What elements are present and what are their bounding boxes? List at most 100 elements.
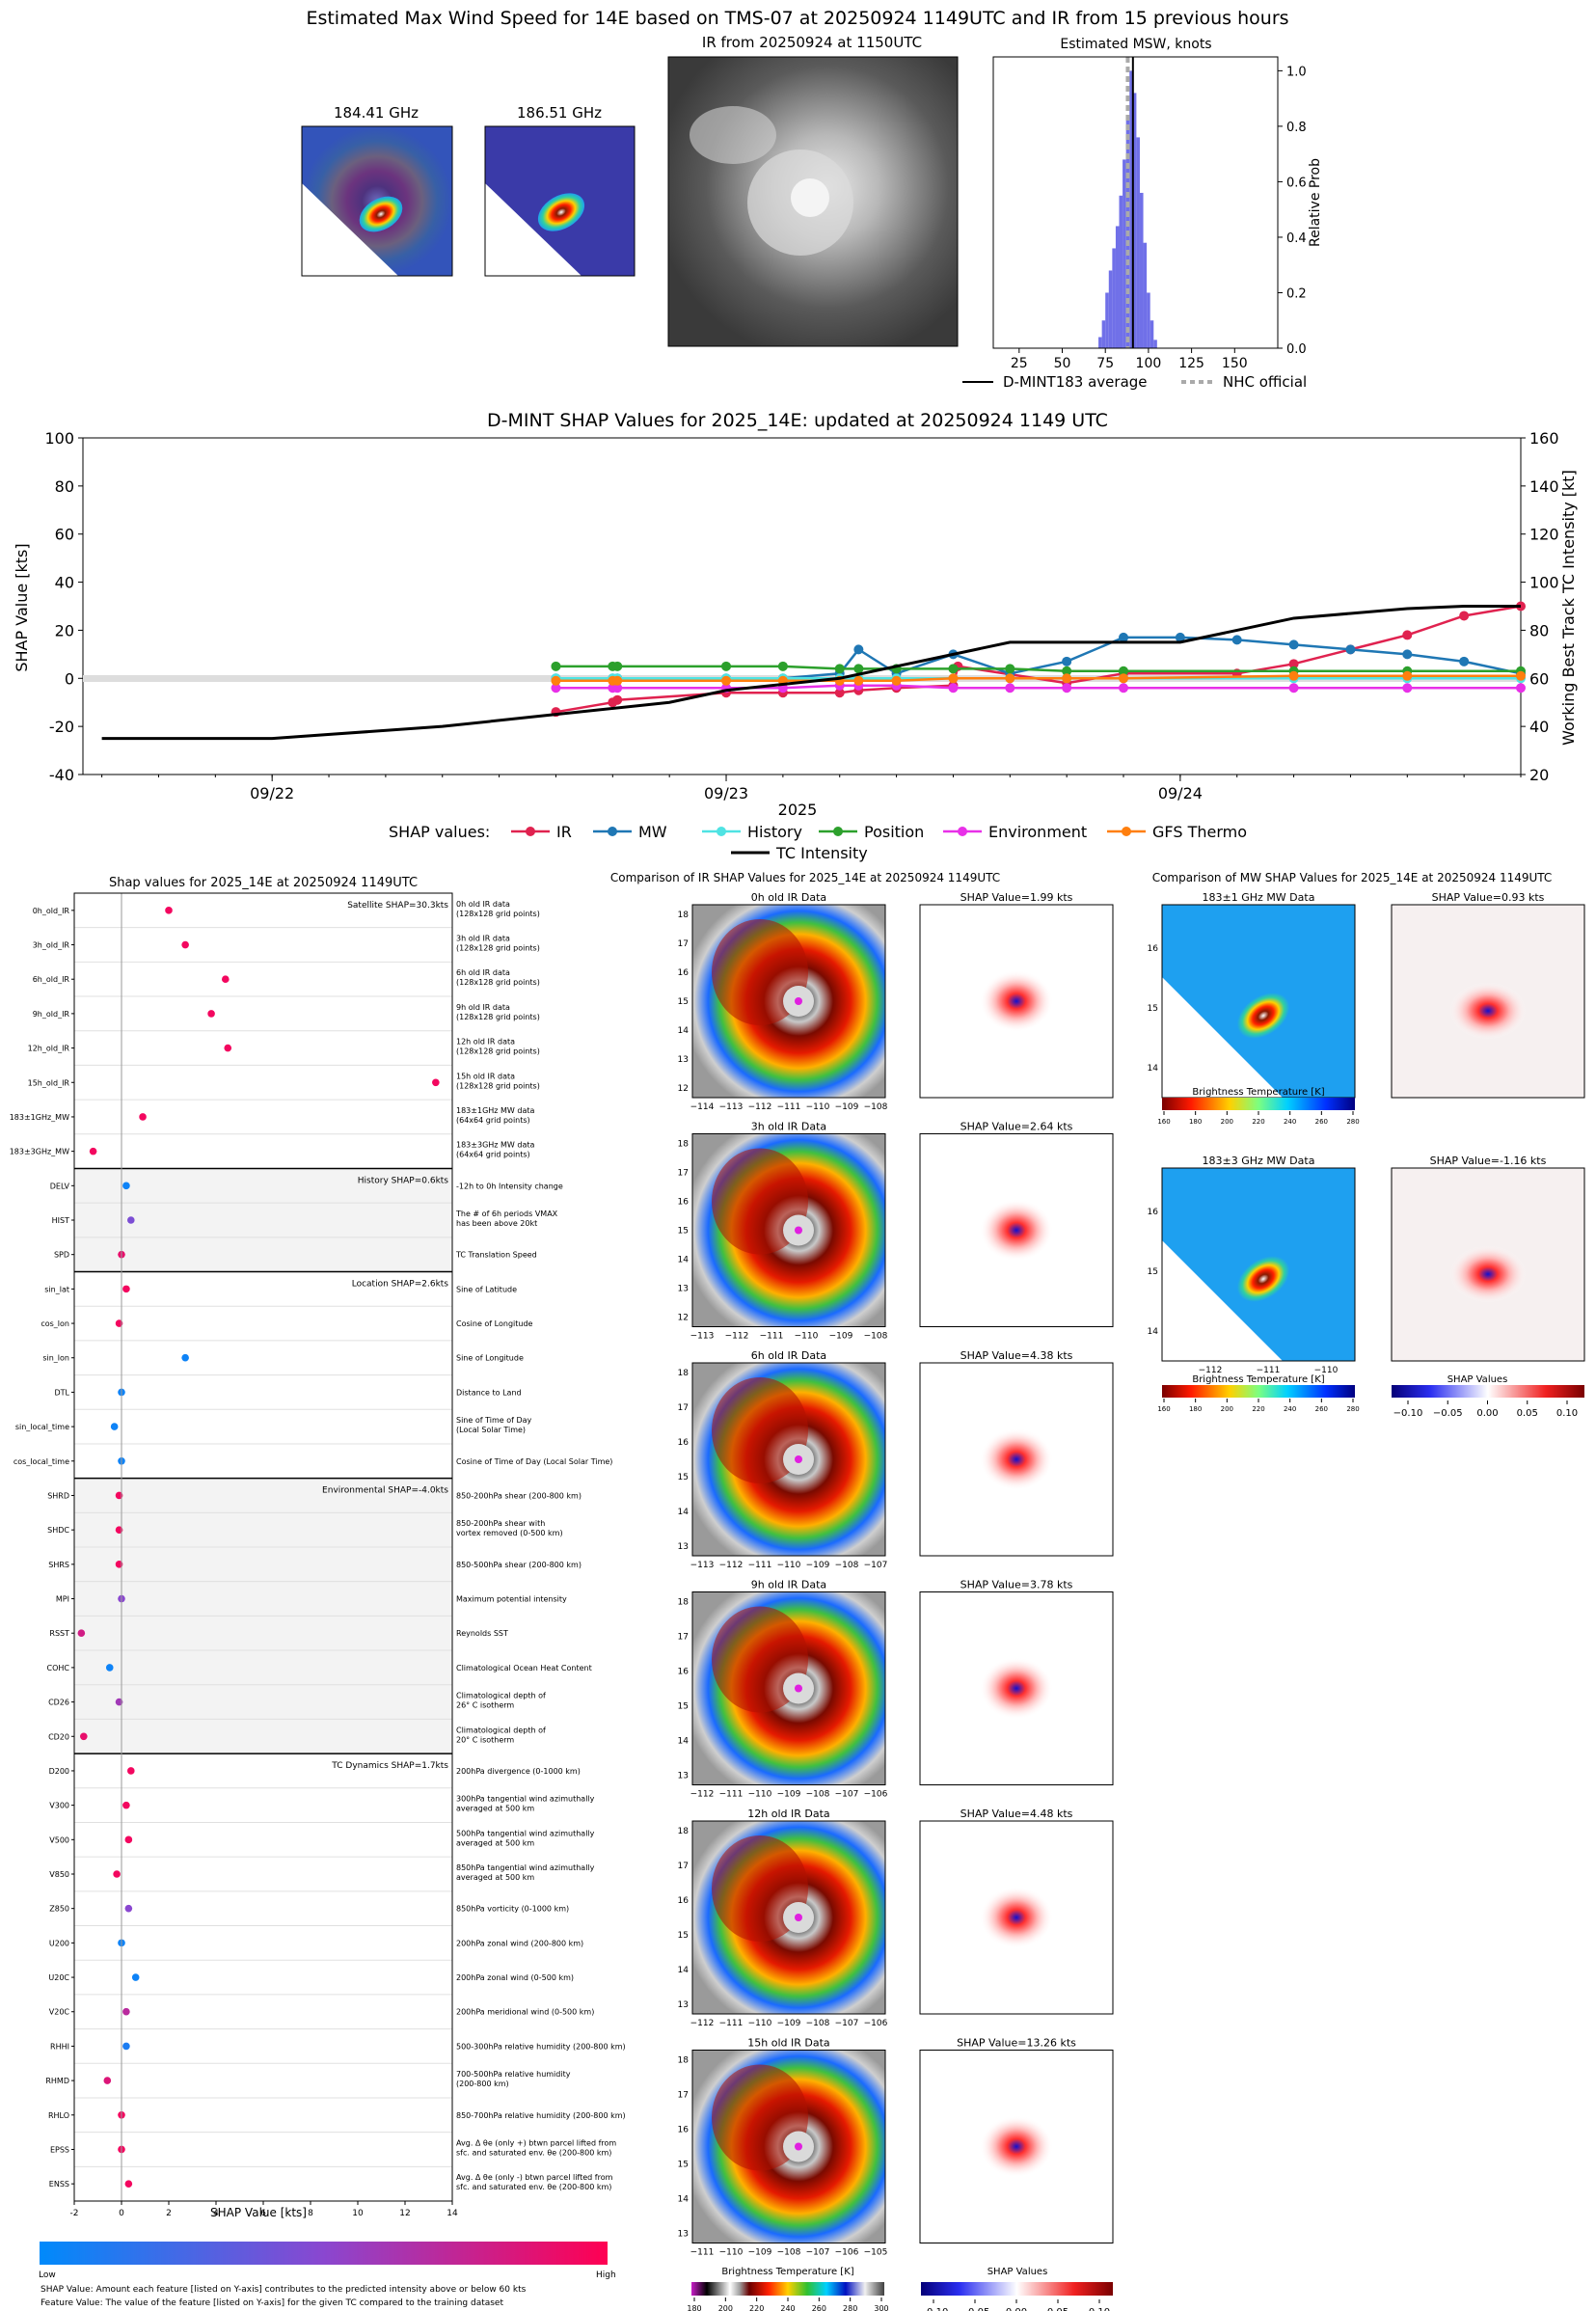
timeseries-xticks: 09/22 09/23 09/24 xyxy=(101,775,1522,802)
mw-comparison-title: Comparison of MW SHAP Values for 2025_14… xyxy=(1152,871,1553,884)
ir-ytick: 14 xyxy=(678,1508,690,1517)
shap-feature-desc: 850-200hPa shear (200-800 km) xyxy=(456,1491,582,1500)
shap-feature-name: D200 xyxy=(49,1767,69,1776)
series-point-mw xyxy=(853,644,864,655)
histogram-xtick: 100 xyxy=(1136,356,1162,371)
series-point-mw xyxy=(1119,632,1129,642)
series-point-gfs-thermo xyxy=(721,675,732,686)
shap-map-frame xyxy=(919,1591,1114,1785)
ir-cbar-tick: 220 xyxy=(749,2304,764,2311)
shap-feature-desc: sfc. and saturated env. θe (200-800 km) xyxy=(456,2148,611,2157)
ir-xtick: −108 xyxy=(835,1561,859,1570)
shap-feature-dot xyxy=(432,1078,440,1087)
shap-feature-dot xyxy=(115,1526,123,1534)
shap-feature-desc: (200-800 km) xyxy=(456,2080,509,2088)
ir-ytick: 18 xyxy=(678,1369,690,1378)
ir-row-label: 3h old IR Data xyxy=(751,1121,826,1133)
series-point-gfs-thermo xyxy=(1062,673,1072,684)
histogram-bar xyxy=(1115,226,1120,348)
ir-row-center xyxy=(795,1684,802,1693)
shap-map-blob xyxy=(980,1887,1053,1948)
histogram-xtick: 150 xyxy=(1222,356,1248,371)
shap-feature-desc: (128x128 grid points) xyxy=(456,1081,540,1090)
shap-feature-dot xyxy=(181,1353,189,1362)
series-point-environment xyxy=(1005,683,1015,693)
series-point-position xyxy=(612,661,623,671)
shap-feature-dot xyxy=(139,1113,147,1121)
histogram-bar xyxy=(1101,320,1106,348)
series-point-gfs-thermo xyxy=(1005,673,1015,684)
mw-shap-blob xyxy=(1449,1245,1527,1303)
shap-feature-name: 183±3GHz_MW xyxy=(10,1148,69,1156)
shap-note-2: Feature Value: The value of the feature … xyxy=(41,2298,503,2308)
ir-xtick: −113 xyxy=(719,1102,744,1112)
ir-ytick: 15 xyxy=(678,1931,689,1941)
shap-feature-desc: Avg. Δ θe (only +) btwn parcel lifted fr… xyxy=(456,2138,616,2147)
ir-colorbar xyxy=(691,2282,884,2296)
shap-feature-desc: (128x128 grid points) xyxy=(456,1013,540,1021)
shap-feature-desc: 850hPa vorticity (0-1000 km) xyxy=(456,1905,569,1914)
mw2-cbar-tick: 220 xyxy=(1252,1405,1264,1413)
shap-feature-desc: 3h old IR data xyxy=(456,935,510,943)
ir-ytick: 15 xyxy=(678,997,689,1007)
mw-row-nodata xyxy=(1162,977,1283,1098)
shap-feature-name: CD20 xyxy=(48,1732,69,1741)
histogram-bar xyxy=(1153,340,1157,348)
mw2-cbar-tick: 160 xyxy=(1157,1405,1170,1413)
ir-ytick: 12 xyxy=(678,1314,689,1323)
histogram-xtick: 75 xyxy=(1096,356,1114,371)
ir-xtick: −110 xyxy=(719,2248,744,2258)
mw-row-shap: SHAP Value=-1.16 kts xyxy=(1430,1155,1547,1167)
shap-feature-dot xyxy=(80,1732,88,1741)
ir-xtick: −106 xyxy=(835,2248,859,2258)
shap-map-blob xyxy=(980,2115,1053,2178)
legend-marker-environment xyxy=(958,827,967,836)
ir-xtick: −113 xyxy=(690,1332,715,1342)
shap-feature-desc: Maximum potential intensity xyxy=(456,1595,567,1604)
series-point-position xyxy=(853,664,864,674)
ir-cbar-label: Brightness Temperature [K] xyxy=(721,2267,853,2277)
series-point-mw xyxy=(1231,635,1242,645)
ir-cbar-tick: 180 xyxy=(687,2304,701,2311)
legend-label-environment: Environment xyxy=(988,823,1087,841)
shap-feature-name: HIST xyxy=(52,1216,69,1225)
mw-ytick: 16 xyxy=(1148,944,1159,954)
legend-label-mw: MW xyxy=(638,823,667,841)
ts-right-ylabel: Working Best Track TC Intensity [kt] xyxy=(1559,470,1578,746)
histogram-bar xyxy=(1123,159,1126,348)
series-point-environment xyxy=(1062,683,1072,693)
shap-panel-title: Shap values for 2025_14E at 20250924 114… xyxy=(109,876,418,890)
shap-feature-name: DTL xyxy=(54,1388,69,1397)
series-point-mw xyxy=(1062,656,1072,666)
mw-row-storm xyxy=(1236,992,1290,1039)
ir-row-center xyxy=(795,1455,802,1463)
ir-shap-cbar-label: SHAP Values xyxy=(987,2267,1048,2277)
mw2-cbar-tick: 200 xyxy=(1221,1405,1233,1413)
shap-feature-name: V500 xyxy=(49,1835,69,1844)
shap-feature-desc: 500hPa tangential wind azimuthally xyxy=(456,1829,595,1837)
shap-feature-name: SPD xyxy=(54,1251,69,1260)
shap-feature-dot xyxy=(207,1010,215,1018)
shap-feature-dot xyxy=(115,1491,123,1500)
ir-xtick: −111 xyxy=(760,1332,784,1342)
shap-xtick: 2 xyxy=(166,2209,172,2218)
ir-ytick: 15 xyxy=(678,2161,689,2170)
shap-feature-desc: Distance to Land xyxy=(456,1388,522,1397)
shap-feature-desc: vortex removed (0-500 km) xyxy=(456,1529,563,1537)
ir-row-frame xyxy=(691,2050,886,2243)
shap-group-label: History SHAP=0.6kts xyxy=(358,1176,449,1185)
ir-ytick: 18 xyxy=(678,1827,690,1836)
series-point-environment xyxy=(1402,683,1413,693)
ir-ytick: 13 xyxy=(678,2000,689,2010)
series-point-gfs-thermo xyxy=(891,675,902,686)
series-point-gfs-thermo xyxy=(1288,670,1299,681)
mw1-cbar-tick: 200 xyxy=(1221,1118,1233,1126)
mw1-cbar-tick: 280 xyxy=(1346,1118,1359,1126)
shap-xtick: 10 xyxy=(352,2209,364,2218)
mw-shap-cbar-tick: 0.10 xyxy=(1556,1408,1578,1419)
ir-ytick: 13 xyxy=(678,2230,689,2240)
ir-xtick: −112 xyxy=(748,1102,772,1112)
histogram-bar xyxy=(1098,337,1102,348)
histogram-xtick: 50 xyxy=(1054,356,1071,371)
